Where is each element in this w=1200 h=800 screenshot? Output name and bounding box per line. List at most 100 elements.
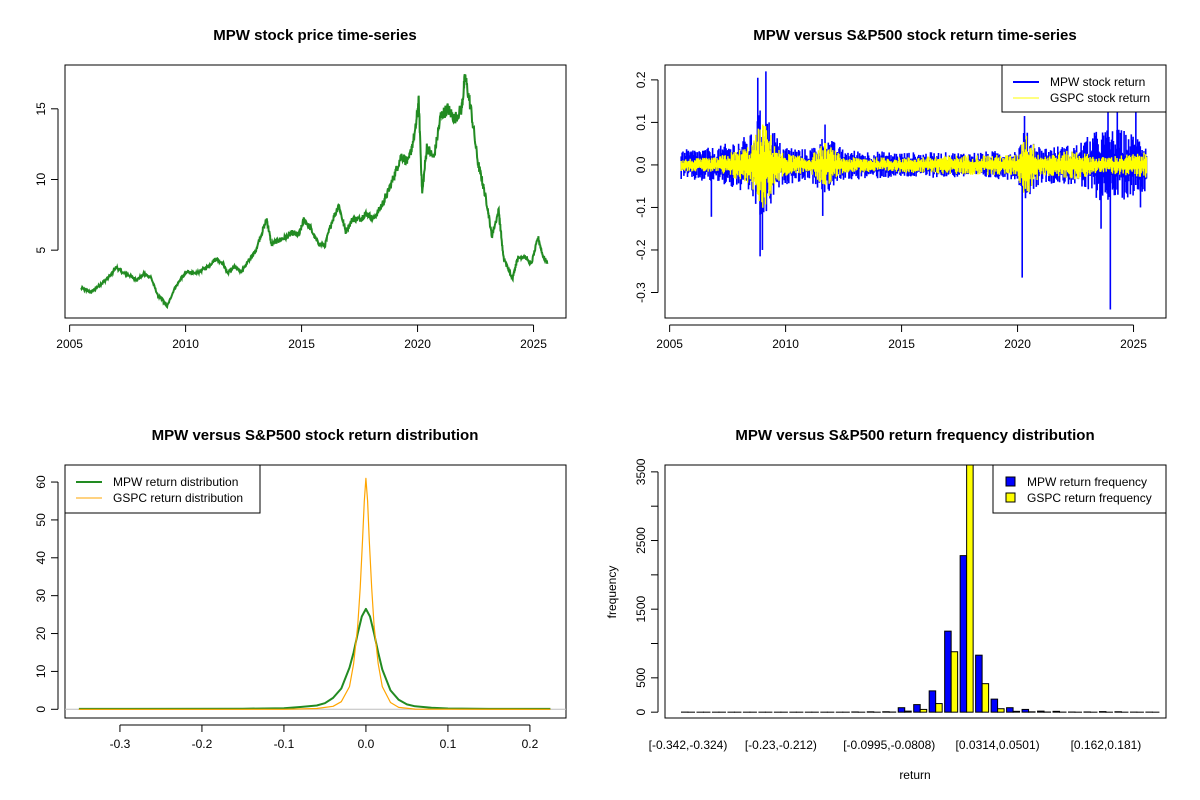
x-tick-label: 2005 (56, 337, 83, 351)
legend-label-mpw: MPW return distribution (113, 475, 238, 489)
series-gspc-return (680, 124, 1148, 208)
x-tick-label: 2020 (404, 337, 431, 351)
bar-gspc (950, 651, 959, 713)
y-axis: 0 500 1500 2500 3500 (634, 458, 659, 716)
y-tick-label: 500 (634, 668, 648, 688)
x-tick-label: -0.3 (110, 737, 131, 751)
x-axis: 2005 2010 2015 2020 2025 (56, 324, 547, 351)
x-tick-label: [0.0314,0.0501) (956, 738, 1040, 752)
x-tick-label: -0.1 (274, 737, 295, 751)
x-tick-label: 2015 (288, 337, 315, 351)
legend-swatch-gspc (1005, 492, 1016, 503)
panel-histogram: MPW versus S&P500 return frequency distr… (605, 427, 1167, 782)
plot-box (664, 464, 1167, 719)
legend: MPW return frequency GSPC return frequen… (992, 464, 1167, 514)
series-line-mpw-price (80, 74, 549, 310)
x-axis: 2005 2010 2015 2020 2025 (656, 324, 1147, 351)
x-axis: [-0.342,-0.324) [-0.23,-0.212) [-0.0995,-0… (649, 738, 1142, 752)
y-axis-label: frequency (605, 566, 619, 619)
legend-label-mpw: MPW return frequency (1027, 475, 1147, 489)
y-tick-label: 1500 (634, 596, 648, 623)
chart-title: MPW stock price time-series (213, 27, 416, 44)
x-tick-label: 2025 (1120, 337, 1147, 351)
x-tick-label: 2025 (520, 337, 547, 351)
bar-mpw (913, 704, 921, 713)
bar-gspc (997, 708, 1005, 713)
y-tick-label: 3500 (634, 458, 648, 485)
y-tick-label: 5 (34, 247, 48, 254)
bar-gspc (904, 710, 912, 713)
legend-label-gspc: GSPC return frequency (1027, 491, 1152, 505)
series-path (680, 124, 1148, 208)
panel-density: MPW versus S&P500 stock return distribut… (34, 427, 567, 751)
chart-title: MPW versus S&P500 return frequency distr… (735, 427, 1094, 444)
bar-gspc (935, 703, 943, 713)
bar-mpw (897, 707, 906, 713)
y-tick-label: 2500 (634, 527, 648, 554)
chart-title: MPW versus S&P500 stock return distribut… (152, 427, 479, 444)
legend-box (64, 464, 261, 514)
return-series (680, 71, 1148, 310)
bar-mpw (975, 654, 983, 713)
y-tick-label: 10 (34, 172, 48, 186)
bar-gspc (919, 708, 928, 713)
legend-box (992, 464, 1167, 514)
y-tick-label: 40 (34, 551, 48, 565)
legend-box (1001, 64, 1167, 113)
y-tick-label: 0 (634, 709, 648, 716)
x-tick-label: 0.2 (522, 737, 539, 751)
y-tick-label: 15 (34, 102, 48, 116)
bar-mpw (1006, 707, 1014, 713)
legend-label-gspc: GSPC stock return (1050, 91, 1150, 105)
x-tick-label: 2005 (656, 337, 683, 351)
y-tick-label: 0.0 (634, 156, 648, 173)
density-series (65, 477, 566, 710)
x-tick-label: [0.162,0.181) (1071, 738, 1142, 752)
x-tick-label: [-0.0995,-0.0808) (843, 738, 935, 752)
panel-price: MPW stock price time-series 2005 2010 2015… (34, 27, 567, 351)
y-tick-label: 60 (34, 475, 48, 489)
bar-mpw (990, 698, 999, 713)
bar-gspc (966, 465, 974, 713)
legend-label-gspc: GSPC return distribution (113, 491, 243, 505)
legend: MPW stock return GSPC stock return (1001, 64, 1167, 113)
x-tick-label: 2010 (772, 337, 799, 351)
x-tick-label: -0.2 (192, 737, 213, 751)
bar-gspc (981, 683, 990, 713)
price-series (80, 74, 549, 310)
y-tick-label: 0.1 (634, 114, 648, 131)
y-tick-label: 30 (34, 589, 48, 603)
y-axis: 5 10 15 (34, 102, 59, 254)
x-tick-label: 0.1 (440, 737, 457, 751)
y-tick-label: -0.1 (634, 197, 648, 218)
bar-gspc (1012, 710, 1021, 713)
legend-label-mpw: MPW stock return (1050, 75, 1145, 89)
x-tick-label: [-0.342,-0.324) (649, 738, 728, 752)
y-tick-label: 0.2 (634, 71, 648, 88)
y-tick-label: 10 (34, 664, 48, 678)
x-axis: -0.3 -0.2 -0.1 0.0 0.1 0.2 (110, 724, 539, 751)
x-tick-label: 0.0 (358, 737, 375, 751)
series-line-mpw-density (78, 607, 551, 710)
series-line-gspc-density (78, 477, 551, 710)
legend-swatch-mpw (1005, 476, 1016, 487)
bar-mpw (928, 690, 937, 713)
x-tick-label: 2015 (888, 337, 915, 351)
bar-mpw (1021, 708, 1030, 713)
plot-box (64, 64, 567, 319)
bar-mpw (1098, 711, 1107, 713)
y-tick-label: 0 (34, 706, 48, 713)
bar-mpw (959, 555, 968, 713)
histogram-bars (681, 465, 1160, 713)
bar-mpw (1037, 710, 1045, 713)
bar-mpw (944, 630, 952, 713)
y-axis: 0 10 20 30 40 50 60 (34, 475, 59, 713)
y-tick-label: -0.3 (634, 282, 648, 303)
x-tick-label: 2020 (1004, 337, 1031, 351)
y-tick-label: -0.2 (634, 239, 648, 260)
x-tick-label: [-0.23,-0.212) (745, 738, 817, 752)
y-tick-label: 50 (34, 513, 48, 527)
y-tick-label: 20 (34, 627, 48, 641)
plot-box (664, 64, 1167, 319)
